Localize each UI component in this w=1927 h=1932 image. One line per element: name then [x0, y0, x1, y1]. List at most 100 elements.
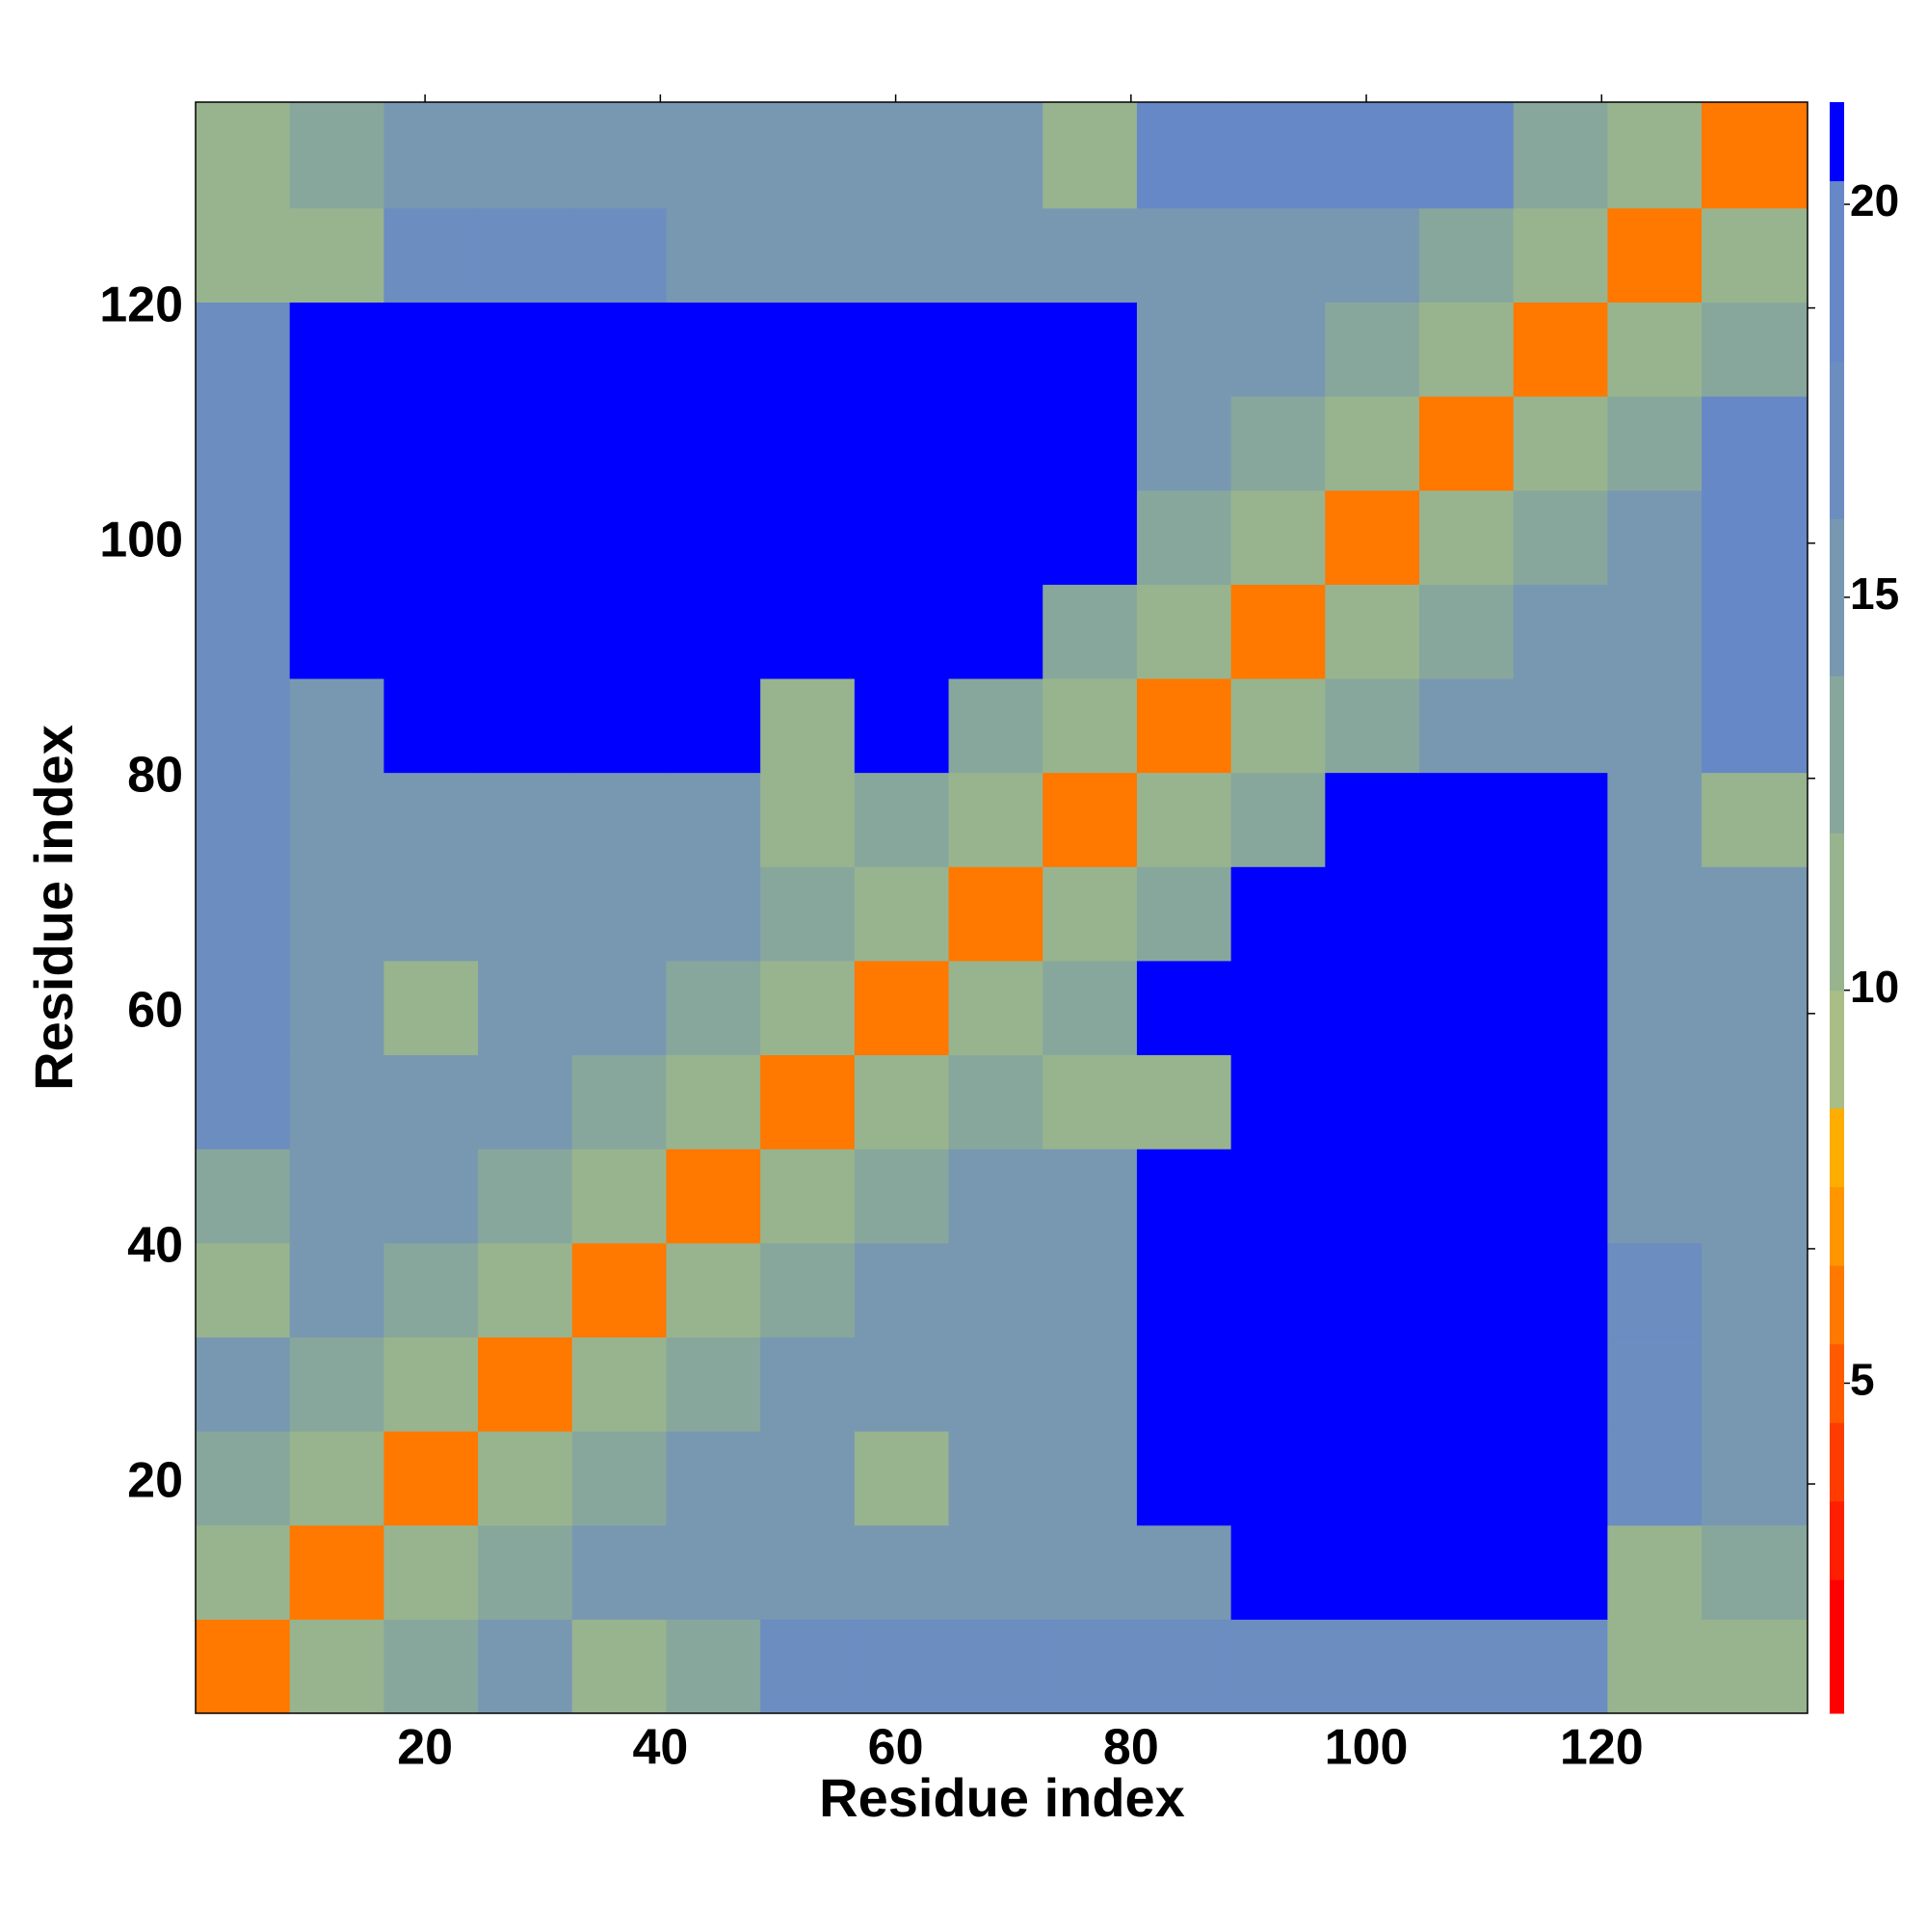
heatmap-cell: [666, 1149, 761, 1244]
heatmap-cell: [383, 866, 479, 962]
heatmap-cell: [1419, 102, 1515, 209]
heatmap-cell: [289, 1337, 384, 1432]
heatmap-cell: [854, 302, 950, 397]
heatmap-cell: [760, 1242, 856, 1337]
heatmap-cell: [854, 396, 950, 491]
heatmap-cell: [760, 1054, 856, 1150]
heatmap-cell: [478, 584, 573, 679]
heatmap-cell: [1325, 207, 1420, 303]
heatmap-cell: [1513, 302, 1608, 397]
heatmap-cell: [1230, 1431, 1326, 1526]
heatmap-cell: [948, 207, 1043, 303]
heatmap-cell: [196, 678, 291, 774]
heatmap-cell: [854, 584, 950, 679]
heatmap-cell: [1702, 490, 1808, 585]
heatmap-cell: [948, 772, 1043, 867]
heatmap-cell: [1136, 1242, 1232, 1337]
heatmap-cell: [571, 396, 667, 491]
heatmap-cell: [1043, 207, 1138, 303]
heatmap-cell: [1607, 396, 1703, 491]
heatmap-cell: [1702, 1619, 1808, 1714]
colorbar-band: [1830, 1107, 1844, 1188]
heatmap-cell: [1419, 678, 1515, 774]
heatmap-cell: [571, 1337, 667, 1432]
heatmap-cell: [1136, 584, 1232, 679]
colorbar-tick-label: 5: [1850, 1355, 1875, 1405]
heatmap-cell: [478, 1242, 573, 1337]
heatmap-cell: [1043, 1149, 1138, 1244]
heatmap-cell: [1419, 1524, 1515, 1620]
heatmap-cell: [289, 490, 384, 585]
heatmap-cell: [1230, 1149, 1326, 1244]
heatmap-cell: [571, 772, 667, 867]
heatmap-cell: [760, 490, 856, 585]
heatmap-cell: [478, 772, 573, 867]
heatmap-cell: [854, 207, 950, 303]
heatmap-cell: [1136, 396, 1232, 491]
heatmap-cell: [1702, 1242, 1808, 1337]
heatmap-cell: [1230, 584, 1326, 679]
heatmap-cell: [1419, 302, 1515, 397]
heatmap-cell: [1230, 1054, 1326, 1150]
heatmap-cell: [1136, 960, 1232, 1056]
heatmap-cell: [1419, 960, 1515, 1056]
heatmap-cell: [948, 302, 1043, 397]
heatmap-cell: [760, 102, 856, 209]
heatmap-cell: [1230, 1337, 1326, 1432]
heatmap-cell: [289, 102, 384, 209]
heatmap-cell: [383, 1242, 479, 1337]
heatmap-cell: [1607, 1431, 1703, 1526]
heatmap-cell: [1325, 960, 1420, 1056]
heatmap-cell: [383, 1619, 479, 1714]
heatmap-cell: [196, 207, 291, 303]
heatmap-cell: [196, 772, 291, 867]
heatmap-cell: [1419, 1242, 1515, 1337]
heatmap-cell: [1419, 772, 1515, 867]
heatmap-cell: [1607, 1054, 1703, 1150]
heatmap-cell: [1607, 1524, 1703, 1620]
heatmap-cell: [760, 1431, 856, 1526]
heatmap-cell: [1702, 772, 1808, 867]
y-tick-label: 120: [99, 277, 183, 332]
x-tick-label: 40: [632, 1720, 688, 1776]
heatmap-cell: [478, 960, 573, 1056]
heatmap-cell: [571, 102, 667, 209]
heatmap-cell: [383, 1524, 479, 1620]
heatmap-cell: [196, 1242, 291, 1337]
heatmap-cell: [854, 866, 950, 962]
heatmap-cell: [196, 584, 291, 679]
heatmap-cell: [1325, 302, 1420, 397]
heatmap-cell: [1325, 584, 1420, 679]
colorbar-band: [1830, 518, 1844, 676]
heatmap-cell: [948, 678, 1043, 774]
heatmap-cell: [383, 678, 479, 774]
heatmap-cell: [196, 1337, 291, 1432]
colorbar-band: [1830, 990, 1844, 1109]
heatmap-cell: [1136, 207, 1232, 303]
heatmap-cell: [1043, 1619, 1138, 1714]
heatmap-cell: [1325, 1149, 1420, 1244]
heatmap-cell: [1513, 396, 1608, 491]
colorbar-band: [1830, 833, 1844, 992]
heatmap-cell: [1513, 1149, 1608, 1244]
heatmap-cell: [948, 584, 1043, 679]
heatmap-cell: [383, 1054, 479, 1150]
heatmap-cell: [1513, 1337, 1608, 1432]
heatmap-cell: [289, 396, 384, 491]
heatmap-cell: [1043, 678, 1138, 774]
heatmap-cell: [1325, 1524, 1420, 1620]
colorbar-band: [1830, 361, 1844, 519]
heatmap-cell: [571, 866, 667, 962]
heatmap-cell: [196, 396, 291, 491]
heatmap-cell: [196, 1431, 291, 1526]
heatmap-cell: [1513, 1619, 1608, 1714]
heatmap-cell: [289, 1149, 384, 1244]
heatmap-cell: [383, 1431, 479, 1526]
heatmap-cell: [478, 102, 573, 209]
heatmap-cell: [289, 1054, 384, 1150]
heatmap-cell: [948, 1149, 1043, 1244]
heatmap-cell: [854, 1149, 950, 1244]
heatmap-cell: [1702, 1149, 1808, 1244]
heatmap-cell: [666, 678, 761, 774]
heatmap-cell: [1136, 1054, 1232, 1150]
